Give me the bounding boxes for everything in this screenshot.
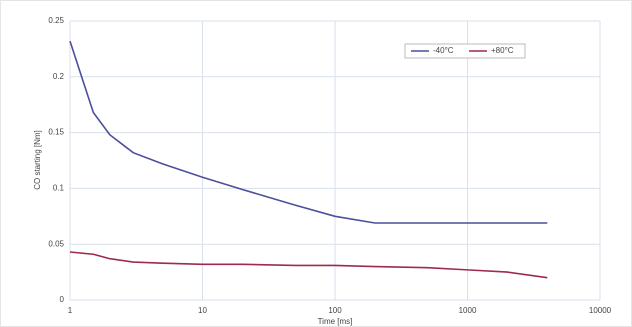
y-tick-label: 0.05 — [48, 239, 64, 248]
x-tick-label: 1000 — [459, 306, 477, 315]
x-tick-label: 10000 — [589, 306, 612, 315]
y-tick-label: 0 — [60, 295, 65, 304]
y-tick-label: 0.25 — [48, 16, 64, 25]
y-axis-label: CO starting [Nm] — [33, 130, 42, 190]
x-axis-label: Time [ms] — [318, 317, 353, 326]
legend-box — [404, 43, 526, 59]
x-tick-label: 10 — [198, 306, 207, 315]
line-series — [69, 251, 548, 279]
x-tick-label: 1 — [68, 306, 73, 315]
legend-label: +80°C — [491, 46, 514, 55]
x-tick-label: 100 — [328, 306, 342, 315]
y-tick-label: 0.15 — [48, 128, 64, 137]
y-tick-label: 0.2 — [53, 72, 65, 81]
line-series — [69, 40, 548, 224]
y-tick-label: 0.1 — [53, 184, 65, 193]
legend-label: -40°C — [433, 46, 454, 55]
